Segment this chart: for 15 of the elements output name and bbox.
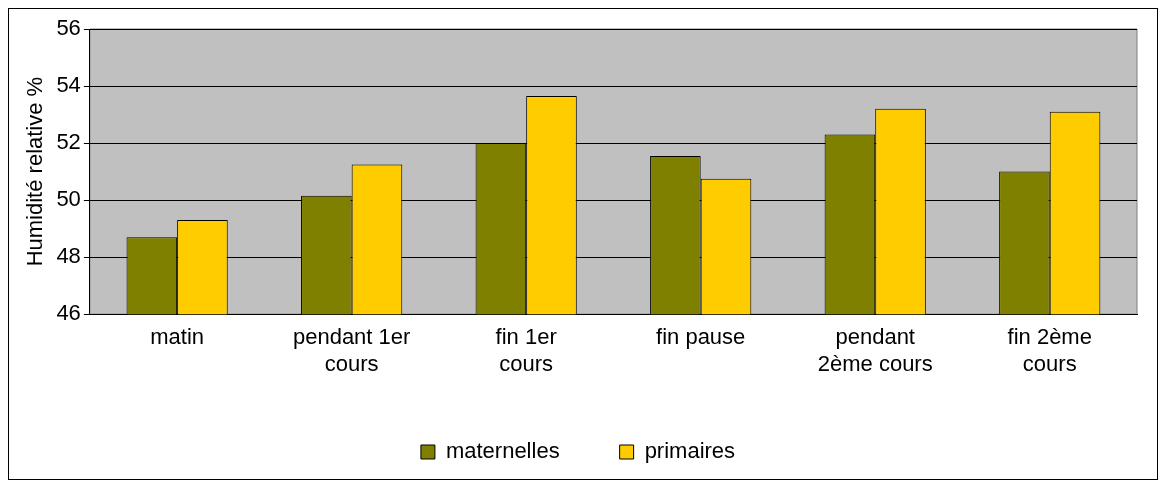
y-tick-label: 56: [56, 15, 81, 41]
x-tick-label: fin 1er cours: [495, 324, 557, 376]
legend-label: primaires: [644, 438, 736, 464]
y-tick-label: 54: [56, 72, 81, 98]
y-tick-label: 52: [56, 129, 81, 155]
y-tick-label: 46: [56, 300, 81, 326]
x-tick-label: matin: [150, 324, 205, 350]
x-tick-label: pendant 1er cours: [292, 324, 411, 376]
x-tick-label: fin 2ème cours: [1007, 324, 1092, 376]
y-axis-title: Humidité relative %: [22, 76, 48, 267]
x-tick-label: fin pause: [656, 324, 746, 350]
y-tick-label: 50: [56, 186, 81, 212]
y-tick-label: 48: [56, 243, 81, 269]
x-tick-label: pendant 2ème cours: [817, 324, 933, 376]
legend-label: maternelles: [445, 438, 560, 464]
